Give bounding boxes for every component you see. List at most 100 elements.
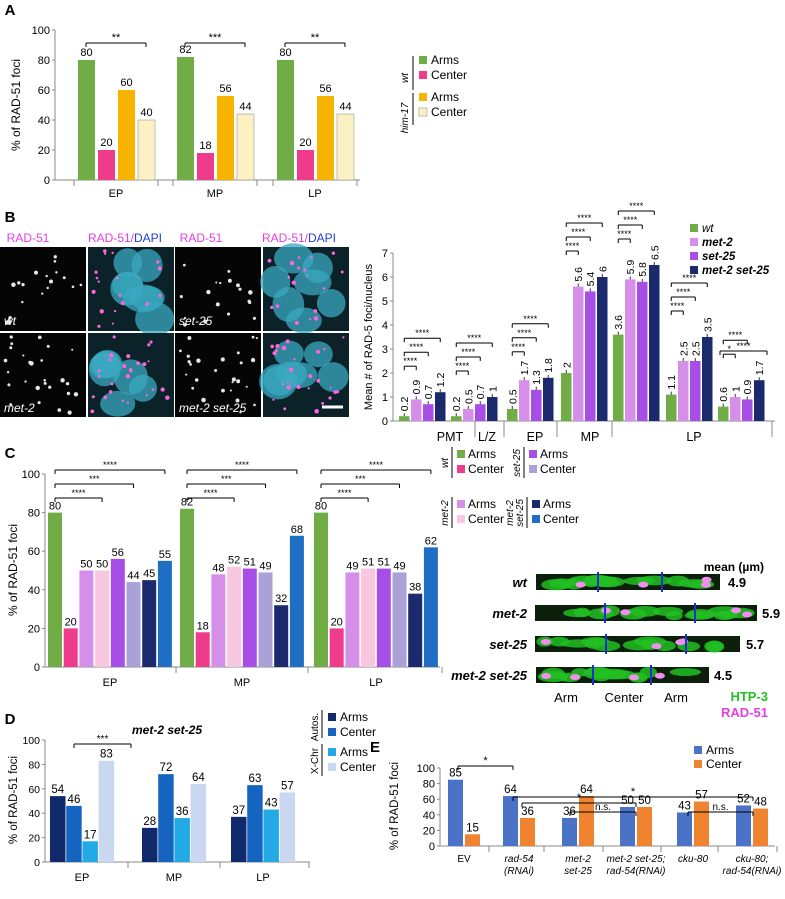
c-data-label: 20	[65, 616, 77, 628]
e-data-label: 36	[521, 806, 534, 818]
e-data-label: 85	[449, 768, 462, 780]
b-y-tick-label: 4	[382, 320, 388, 332]
c-legend-swatch	[529, 465, 537, 473]
c-bar	[242, 568, 257, 667]
c-bar	[48, 512, 62, 667]
rad51-focus	[203, 319, 208, 324]
b-bar	[411, 399, 422, 421]
rad51-focus	[53, 260, 57, 263]
rad51-signal	[575, 581, 586, 588]
rad51-focus	[104, 252, 107, 255]
b-legend-label: met-2	[702, 237, 733, 249]
rad51-focus	[97, 280, 100, 283]
htp3-signal	[686, 609, 715, 620]
e-data-label: 36	[563, 806, 576, 818]
micrograph-header: DAPI	[134, 231, 162, 245]
rad51-focus	[219, 281, 222, 285]
b-data-label: 0.7	[475, 384, 487, 399]
b-y-tick-label: 0	[382, 416, 388, 428]
b-bar	[718, 406, 729, 421]
rad51-focus	[215, 281, 218, 284]
rad51-focus	[331, 251, 336, 255]
d-sig-label: ***	[97, 734, 109, 745]
d-bar	[174, 818, 190, 862]
e-y-tick-label: 80	[423, 779, 435, 791]
c-legend-group: met-2	[505, 500, 516, 526]
axis-mean: 5.9	[762, 606, 780, 621]
axis-label: wt	[513, 575, 528, 590]
rad51-focus	[67, 410, 72, 415]
b-data-label: 0.5	[507, 389, 519, 404]
d-bar	[231, 816, 247, 862]
rad51-focus	[250, 357, 256, 363]
rad51-focus	[248, 290, 253, 295]
a-y-tick-label: 80	[38, 55, 50, 67]
rad51-focus	[275, 343, 280, 349]
rad51-focus	[333, 390, 338, 395]
a-sig-label: **	[112, 32, 121, 44]
b-sig-label: ****	[728, 330, 743, 340]
b-sig-label: ****	[629, 201, 644, 211]
e-y-tick-label: 40	[423, 810, 435, 822]
d-bar	[98, 760, 115, 862]
nucleus-dapi	[274, 340, 304, 367]
panel-label: A	[5, 2, 16, 19]
rad51-focus	[291, 280, 297, 285]
e-sig-label: *	[483, 755, 488, 767]
rad51-focus	[8, 316, 12, 320]
axis-label: met-2 set-25	[451, 668, 528, 683]
b-data-label: 1.7	[754, 360, 766, 375]
rad51-focus	[160, 387, 165, 392]
a-bar	[317, 96, 334, 180]
c-sig-label: ****	[235, 460, 250, 470]
panel-label: D	[5, 711, 16, 728]
a-bar	[277, 60, 294, 180]
d-legend-swatch	[328, 763, 336, 771]
micrograph-rad51	[175, 247, 261, 331]
c-data-label: 62	[425, 535, 437, 547]
rad51-focus	[71, 348, 74, 351]
rad51-focus	[6, 370, 10, 374]
rad51-focus	[9, 346, 13, 350]
micrograph-rad51	[0, 333, 86, 417]
b-bar	[730, 397, 741, 421]
e-x-tick-label: EV	[457, 854, 471, 865]
panel-e: E 0 20 40 60 80 100 % of RAD-51 foci 85 15 EV 64 36 r…	[370, 739, 781, 877]
rad51-focus	[238, 287, 242, 291]
rad51-focus	[57, 408, 62, 412]
htp3-signal	[713, 611, 735, 621]
b-x-tick-label: LP	[686, 430, 701, 444]
rad51-signal	[628, 674, 639, 681]
c-bar	[376, 568, 391, 667]
rad51-focus	[270, 305, 274, 309]
b-data-label: 0.2	[399, 396, 411, 411]
b-bar	[754, 380, 765, 421]
c-data-label: 45	[143, 568, 155, 580]
c-legend-group: met-2	[440, 500, 451, 526]
rad51-focus	[226, 312, 231, 316]
micrograph-header: RAD-51/	[262, 231, 309, 245]
rad51-focus	[251, 335, 255, 339]
panel-d: D 0 20 40 60 80 100% of RAD-51 foci met-2 set-2…	[5, 710, 376, 884]
d-data-label: 28	[143, 816, 156, 828]
d-legend-label: Arms	[340, 745, 368, 759]
c-sig-label: ****	[72, 488, 87, 498]
rad51-focus	[129, 368, 133, 373]
rad51-focus	[236, 379, 241, 384]
rad51-focus	[46, 344, 50, 348]
c-sig-label: ***	[89, 474, 100, 484]
b-sig-label: ****	[461, 347, 476, 357]
rad51-focus	[221, 388, 225, 393]
rad51-focus	[97, 369, 101, 373]
rad51-focus	[113, 309, 117, 313]
c-bar	[227, 566, 242, 667]
rad51-focus	[196, 358, 201, 363]
rad51-focus	[109, 353, 114, 358]
d-legend-swatch	[328, 713, 336, 721]
panel-a: 0 20 40 60 80 100 % of RAD-51 foci A 80 20 60 40 EP *…	[5, 2, 467, 200]
c-sig-label: ***	[355, 474, 366, 484]
d-data-label: 72	[160, 762, 173, 774]
nucleus-dapi	[135, 301, 175, 337]
htp3-signal	[629, 606, 661, 617]
htp3-signal	[541, 579, 571, 591]
